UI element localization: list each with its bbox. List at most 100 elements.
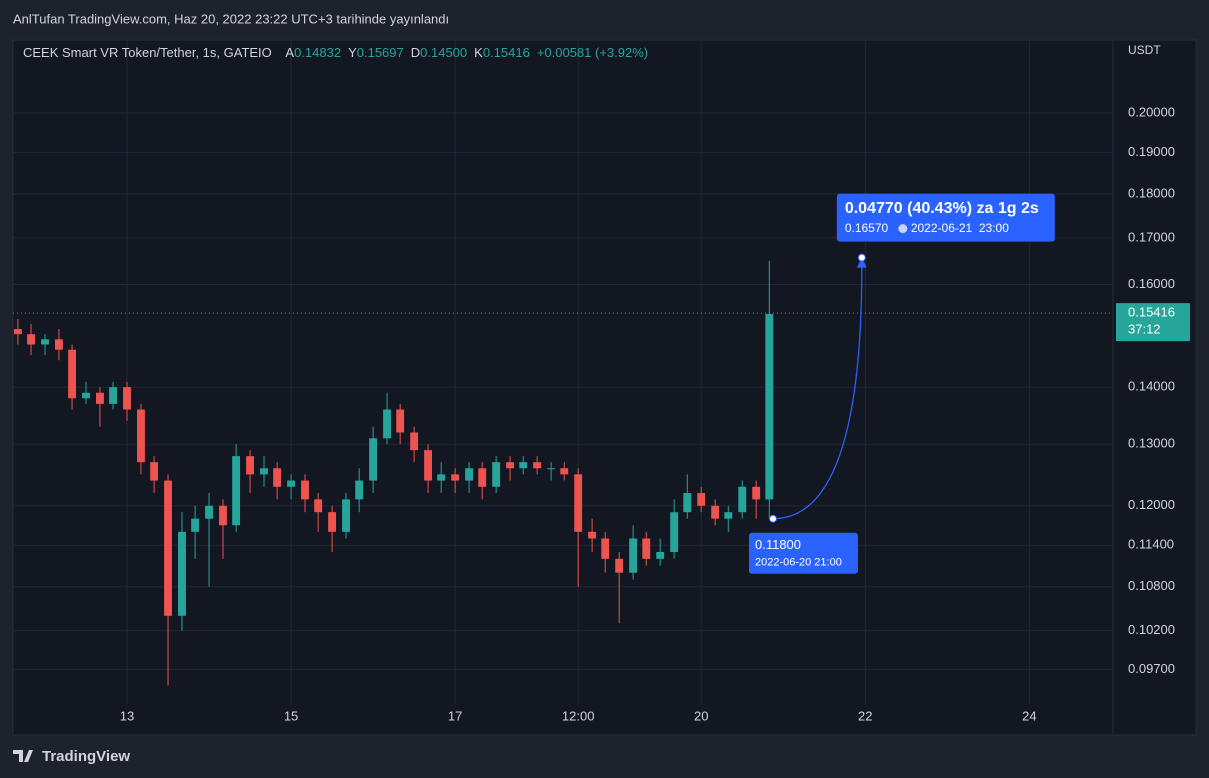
candle-body [752, 486, 761, 500]
legend: CEEK Smart VR Token/Tether, 1s, GATEIO A… [23, 45, 648, 60]
y-tick-label: 0.10800 [1128, 578, 1175, 593]
x-tick-label: 12:00 [562, 708, 595, 723]
candle-body [273, 468, 282, 487]
candle-body [656, 551, 665, 559]
candle-body [342, 499, 350, 532]
candle-body [765, 313, 774, 500]
candle-body [54, 339, 63, 350]
candle-body [683, 493, 692, 513]
y-tick-label: 0.09700 [1128, 661, 1175, 676]
candle-body [601, 538, 610, 559]
candle-body [68, 349, 76, 399]
candle-body [492, 462, 501, 487]
ohlc-key: Y [348, 45, 357, 60]
x-tick-label: 17 [448, 708, 462, 723]
candle-body [588, 531, 597, 539]
published-line: AnlTufan TradingView.com, Haz 20, 2022 2… [13, 11, 449, 26]
projection-summary: 0.04770 (40.43%) za 1g 2s [845, 200, 1039, 217]
candle-body [437, 474, 446, 481]
y-tick-label: 0.16000 [1128, 276, 1175, 291]
projection-end-time: 2022-06-21 23:00 [911, 221, 1009, 235]
ohlc-key: K [474, 45, 483, 60]
y-tick-label: 0.18000 [1128, 185, 1175, 200]
candle-body [560, 468, 569, 475]
candle-body [396, 409, 405, 433]
candle-body [137, 409, 145, 463]
x-tick-label: 13 [120, 708, 134, 723]
x-tick-label: 15 [284, 708, 298, 723]
candle-body [287, 480, 296, 487]
footer-logo [13, 750, 33, 762]
candle-body [478, 468, 487, 487]
candle-body [178, 531, 186, 616]
projection-end [857, 253, 866, 262]
candle-body [642, 538, 651, 559]
footer-brand: TradingView [42, 748, 130, 765]
projection-start [768, 514, 777, 523]
ohlc-value: 0.14832 [294, 45, 342, 60]
y-tick-label: 0.10200 [1128, 622, 1175, 637]
countdown: 37:12 [1128, 322, 1161, 337]
candle-body [547, 468, 556, 470]
projection-arrow [856, 257, 867, 268]
y-tick-label: 0.12000 [1128, 497, 1175, 512]
candle-body [205, 505, 213, 519]
projection-curve [772, 265, 863, 520]
projection-start-price: 0.11800 [755, 537, 801, 552]
candle-body [533, 462, 542, 469]
ohlc-value: 0.14500 [420, 45, 468, 60]
candle-body [123, 387, 131, 410]
candle-body [314, 499, 323, 513]
y-tick-label: 0.17000 [1128, 229, 1175, 244]
candle-body [670, 512, 679, 552]
x-tick-label: 22 [858, 708, 872, 723]
x-tick-label: 24 [1022, 708, 1036, 723]
projection-start-box [748, 532, 858, 574]
candle-body [615, 558, 624, 573]
candle-body [82, 392, 90, 399]
projection-start-time: 2022-06-20 21:00 [755, 557, 842, 569]
candle-body [369, 438, 378, 481]
projection-end-price: 0.16570 [845, 221, 889, 235]
ohlc-key: D [410, 45, 421, 60]
y-tick-label: 0.19000 [1128, 144, 1175, 159]
candle-body [424, 450, 433, 481]
candle-body [109, 387, 118, 404]
last-price-box [1116, 303, 1190, 342]
candle-body [465, 468, 474, 481]
candle-body [574, 474, 583, 532]
candle-body [96, 392, 104, 404]
ohlc-key: A [285, 45, 295, 60]
candle-body [301, 480, 309, 500]
candle-body [711, 505, 720, 519]
y-tick-label: 0.11400 [1128, 537, 1174, 552]
candle-body [328, 512, 337, 532]
change: +0.00581 (+3.92%) [536, 45, 649, 60]
candle-body [27, 334, 35, 345]
candle-body [451, 474, 460, 481]
candle-body [232, 456, 241, 526]
candle-body [260, 468, 268, 475]
projection-summary-box [836, 193, 1055, 242]
y-tick-label: 0.13000 [1128, 436, 1175, 451]
y-tick-label: 0.20000 [1128, 104, 1175, 119]
ohlc-value: 0.15697 [356, 45, 404, 60]
last-price-label: 0.15416 [1128, 305, 1175, 320]
candle-body [150, 462, 159, 481]
logo-mark [13, 750, 33, 762]
clock-icon [898, 224, 908, 234]
symbol-title: CEEK Smart VR Token/Tether, 1s, GATEIO [23, 45, 272, 60]
candle-body [519, 462, 528, 469]
candle-body [219, 505, 227, 526]
candle-body [41, 339, 49, 345]
y-tick-label: 0.14000 [1128, 379, 1175, 394]
candle-body [13, 329, 22, 335]
grid [13, 40, 1113, 705]
candle-body [191, 518, 200, 532]
candle-body [355, 480, 364, 500]
candle-body [738, 486, 747, 513]
candle-body [410, 432, 419, 451]
candle-body [246, 456, 254, 475]
x-tick-label: 20 [694, 708, 708, 723]
